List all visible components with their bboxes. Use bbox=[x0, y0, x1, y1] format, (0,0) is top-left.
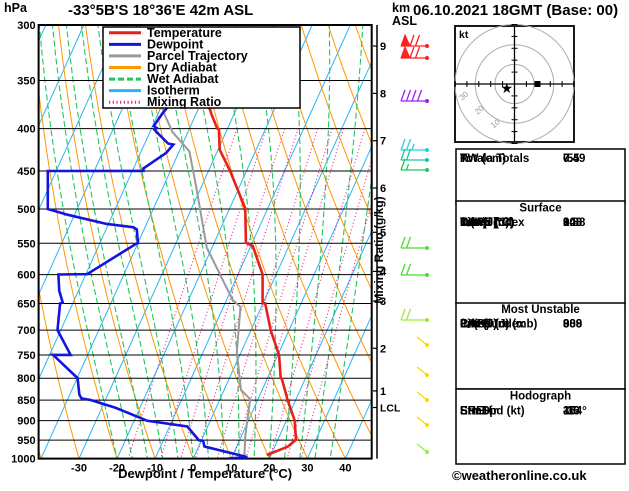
svg-text:0: 0 bbox=[563, 217, 569, 229]
svg-text:kt: kt bbox=[459, 29, 469, 41]
svg-text:350: 350 bbox=[17, 76, 35, 88]
svg-text:Most Unstable: Most Unstable bbox=[501, 304, 580, 316]
svg-text:950: 950 bbox=[17, 435, 35, 447]
svg-text:PW (cm): PW (cm) bbox=[460, 153, 506, 165]
svg-text:650: 650 bbox=[17, 299, 35, 311]
svg-text:9: 9 bbox=[380, 41, 386, 53]
svg-text:-30: -30 bbox=[71, 463, 87, 475]
svg-text:CIN (J): CIN (J) bbox=[460, 318, 497, 330]
svg-text:850: 850 bbox=[17, 395, 35, 407]
svg-text:600: 600 bbox=[17, 270, 35, 282]
svg-text:Surface: Surface bbox=[519, 202, 561, 214]
svg-text:★: ★ bbox=[501, 80, 514, 96]
svg-text:900: 900 bbox=[17, 416, 35, 428]
svg-text:450: 450 bbox=[17, 166, 35, 178]
svg-text:8: 8 bbox=[380, 88, 386, 100]
svg-text:3: 3 bbox=[380, 296, 386, 308]
svg-text:Mixing Ratio: Mixing Ratio bbox=[147, 95, 222, 109]
svg-text:CIN (J): CIN (J) bbox=[460, 217, 497, 229]
svg-text:©weatheronline.co.uk: ©weatheronline.co.uk bbox=[452, 468, 587, 483]
svg-text:550: 550 bbox=[17, 238, 35, 250]
svg-text:5: 5 bbox=[380, 227, 386, 239]
svg-text:40: 40 bbox=[339, 463, 351, 475]
svg-text:30: 30 bbox=[301, 463, 313, 475]
svg-text:7: 7 bbox=[380, 136, 386, 148]
svg-text:LCL: LCL bbox=[380, 403, 401, 415]
svg-text:0: 0 bbox=[563, 318, 569, 330]
svg-text:1000: 1000 bbox=[11, 454, 35, 466]
svg-text:-33°5B'S 18°36'E 42m ASL: -33°5B'S 18°36'E 42m ASL bbox=[68, 2, 253, 19]
svg-text:4: 4 bbox=[380, 266, 387, 278]
svg-text:750: 750 bbox=[17, 350, 35, 362]
svg-text:15: 15 bbox=[563, 406, 576, 418]
svg-text:Hodograph: Hodograph bbox=[510, 391, 571, 403]
svg-text:2: 2 bbox=[380, 343, 386, 355]
svg-text:700: 700 bbox=[17, 325, 35, 337]
svg-text:400: 400 bbox=[17, 124, 35, 136]
svg-text:06.10.2021 18GMT (Base: 00): 06.10.2021 18GMT (Base: 00) bbox=[413, 2, 618, 19]
svg-text:hPa: hPa bbox=[4, 1, 28, 15]
svg-text:800: 800 bbox=[17, 373, 35, 385]
svg-text:Mixing Ratio (g/kg): Mixing Ratio (g/kg) bbox=[372, 196, 386, 303]
svg-text:1: 1 bbox=[380, 386, 386, 398]
svg-text:500: 500 bbox=[17, 204, 35, 216]
svg-text:300: 300 bbox=[17, 20, 35, 32]
svg-text:Dewpoint / Temperature (°C): Dewpoint / Temperature (°C) bbox=[118, 466, 292, 481]
svg-text:0.49: 0.49 bbox=[563, 153, 585, 165]
svg-text:6: 6 bbox=[380, 183, 386, 195]
svg-text:StmSpd (kt): StmSpd (kt) bbox=[460, 406, 525, 418]
svg-text:km: km bbox=[392, 1, 410, 15]
